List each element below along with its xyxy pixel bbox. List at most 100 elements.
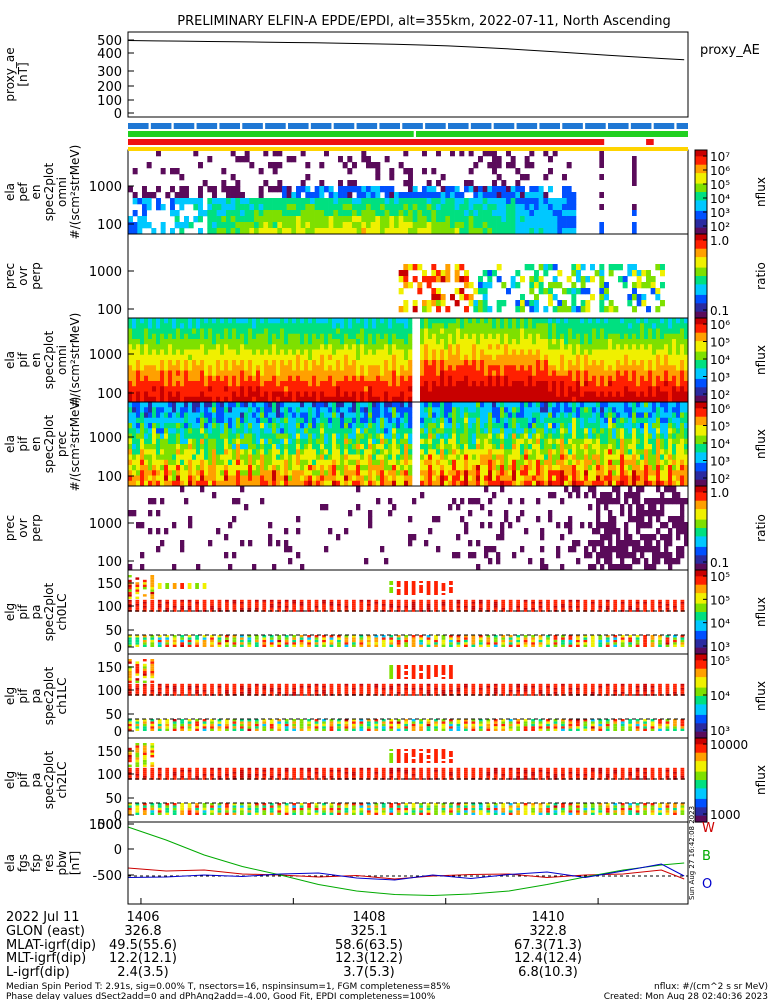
heatmap-cell	[432, 344, 437, 350]
heatmap-cell	[680, 381, 685, 387]
heatmap-cell	[305, 192, 311, 199]
heatmap-cell	[366, 162, 371, 169]
heatmap-cell	[276, 417, 281, 424]
heatmap-cell	[394, 216, 399, 223]
heatmap-cell	[280, 454, 285, 461]
heatmap-cell	[256, 370, 261, 377]
heatmap-cell	[656, 323, 661, 329]
heatmap-cell	[276, 475, 281, 482]
heatmap-cell	[328, 375, 333, 382]
heatmap-cell	[652, 375, 657, 382]
heatmap-cell	[484, 449, 489, 455]
heatmap-cell	[524, 365, 529, 371]
heatmap-cell	[440, 454, 445, 461]
heatmap-cell	[536, 333, 541, 340]
heatmap-cell	[478, 156, 483, 163]
heatmap-cell	[398, 210, 404, 217]
heatmap-cell	[268, 162, 273, 169]
heatmap-cell	[436, 192, 441, 199]
colorbar-segment	[695, 324, 707, 327]
heatmap-cell	[320, 323, 325, 329]
heatmap-cell	[260, 375, 265, 382]
heatmap-cell	[464, 449, 469, 455]
heatmap-cell	[148, 444, 153, 450]
heatmap-cell	[388, 475, 393, 482]
heatmap-cell	[344, 328, 349, 335]
heatmap-cell	[668, 386, 673, 392]
heatmap-cell	[520, 428, 525, 434]
heatmap-cell	[248, 318, 253, 324]
heatmap-cell	[342, 198, 348, 205]
heatmap-cell	[180, 438, 185, 445]
heatmap-cell	[156, 204, 161, 211]
heatmap-cell	[360, 354, 365, 361]
heatmap-cell	[389, 186, 395, 193]
heatmap-cell	[482, 198, 488, 205]
heatmap-cell	[128, 391, 133, 398]
heatmap-cell	[232, 349, 237, 356]
heatmap-cell	[256, 344, 261, 350]
heatmap-cell	[368, 428, 373, 434]
heatmap-cell	[512, 354, 517, 361]
heatmap-cell	[428, 428, 433, 434]
heatmap-cell	[544, 318, 549, 324]
heatmap-cell	[364, 344, 369, 350]
colorbar-segment	[695, 278, 707, 281]
heatmap-cell	[236, 381, 241, 387]
heatmap-cell	[180, 370, 185, 377]
heatmap-cell	[456, 323, 461, 329]
heatmap-cell	[324, 370, 329, 377]
heatmap-cell	[404, 349, 409, 356]
heatmap-cell	[361, 216, 367, 223]
heatmap-cell	[324, 349, 329, 356]
heatmap-cell	[420, 412, 425, 419]
heatmap-cell	[280, 470, 285, 476]
heatmap-cell	[384, 444, 389, 450]
heatmap-cell	[164, 323, 169, 329]
heatmap-cell	[412, 210, 418, 217]
heatmap-cell	[172, 328, 177, 335]
heatmap-cell	[312, 402, 317, 408]
heatmap-cell	[524, 339, 529, 345]
heatmap-cell	[528, 318, 533, 324]
heatmap-cell	[232, 454, 237, 461]
heatmap-cell	[472, 375, 477, 382]
heatmap-cell	[160, 433, 165, 440]
heatmap-cell	[208, 480, 213, 487]
heatmap-cell	[480, 470, 485, 476]
heatmap-cell	[655, 294, 661, 301]
heatmap-cell	[284, 339, 289, 345]
heatmap-cell	[492, 480, 497, 487]
heatmap-cell	[300, 216, 306, 223]
heatmap-cell	[616, 349, 621, 356]
heatmap-cell	[488, 417, 493, 424]
heatmap-cell	[556, 391, 561, 398]
heatmap-cell	[648, 391, 653, 398]
heatmap-cell	[648, 386, 653, 392]
heatmap-cell	[496, 449, 501, 455]
heatmap-cell	[480, 454, 485, 461]
heatmap-cell	[336, 454, 341, 461]
heatmap-cell	[340, 444, 345, 450]
heatmap-cell	[480, 333, 485, 340]
heatmap-cell	[216, 459, 221, 466]
heatmap-cell	[624, 381, 629, 387]
heatmap-cell	[136, 407, 141, 413]
heatmap-cell	[348, 344, 353, 350]
heatmap-cell	[488, 354, 493, 361]
heatmap-cell	[288, 444, 293, 450]
heatmap-cell	[128, 433, 133, 440]
heatmap-cell	[328, 444, 333, 450]
heatmap-cell	[204, 396, 209, 403]
heatmap-cell	[248, 339, 253, 345]
heatmap-cell	[576, 323, 581, 329]
heatmap-cell	[152, 412, 157, 419]
heatmap-cell	[264, 354, 269, 361]
heatmap-cell	[184, 318, 189, 324]
heatmap-cell	[288, 396, 293, 403]
heatmap-cell	[472, 438, 477, 445]
colorbar-segment	[695, 364, 707, 367]
colorbar-segment	[695, 263, 707, 267]
heatmap-cell	[276, 433, 281, 440]
heatmap-cell	[552, 386, 557, 392]
